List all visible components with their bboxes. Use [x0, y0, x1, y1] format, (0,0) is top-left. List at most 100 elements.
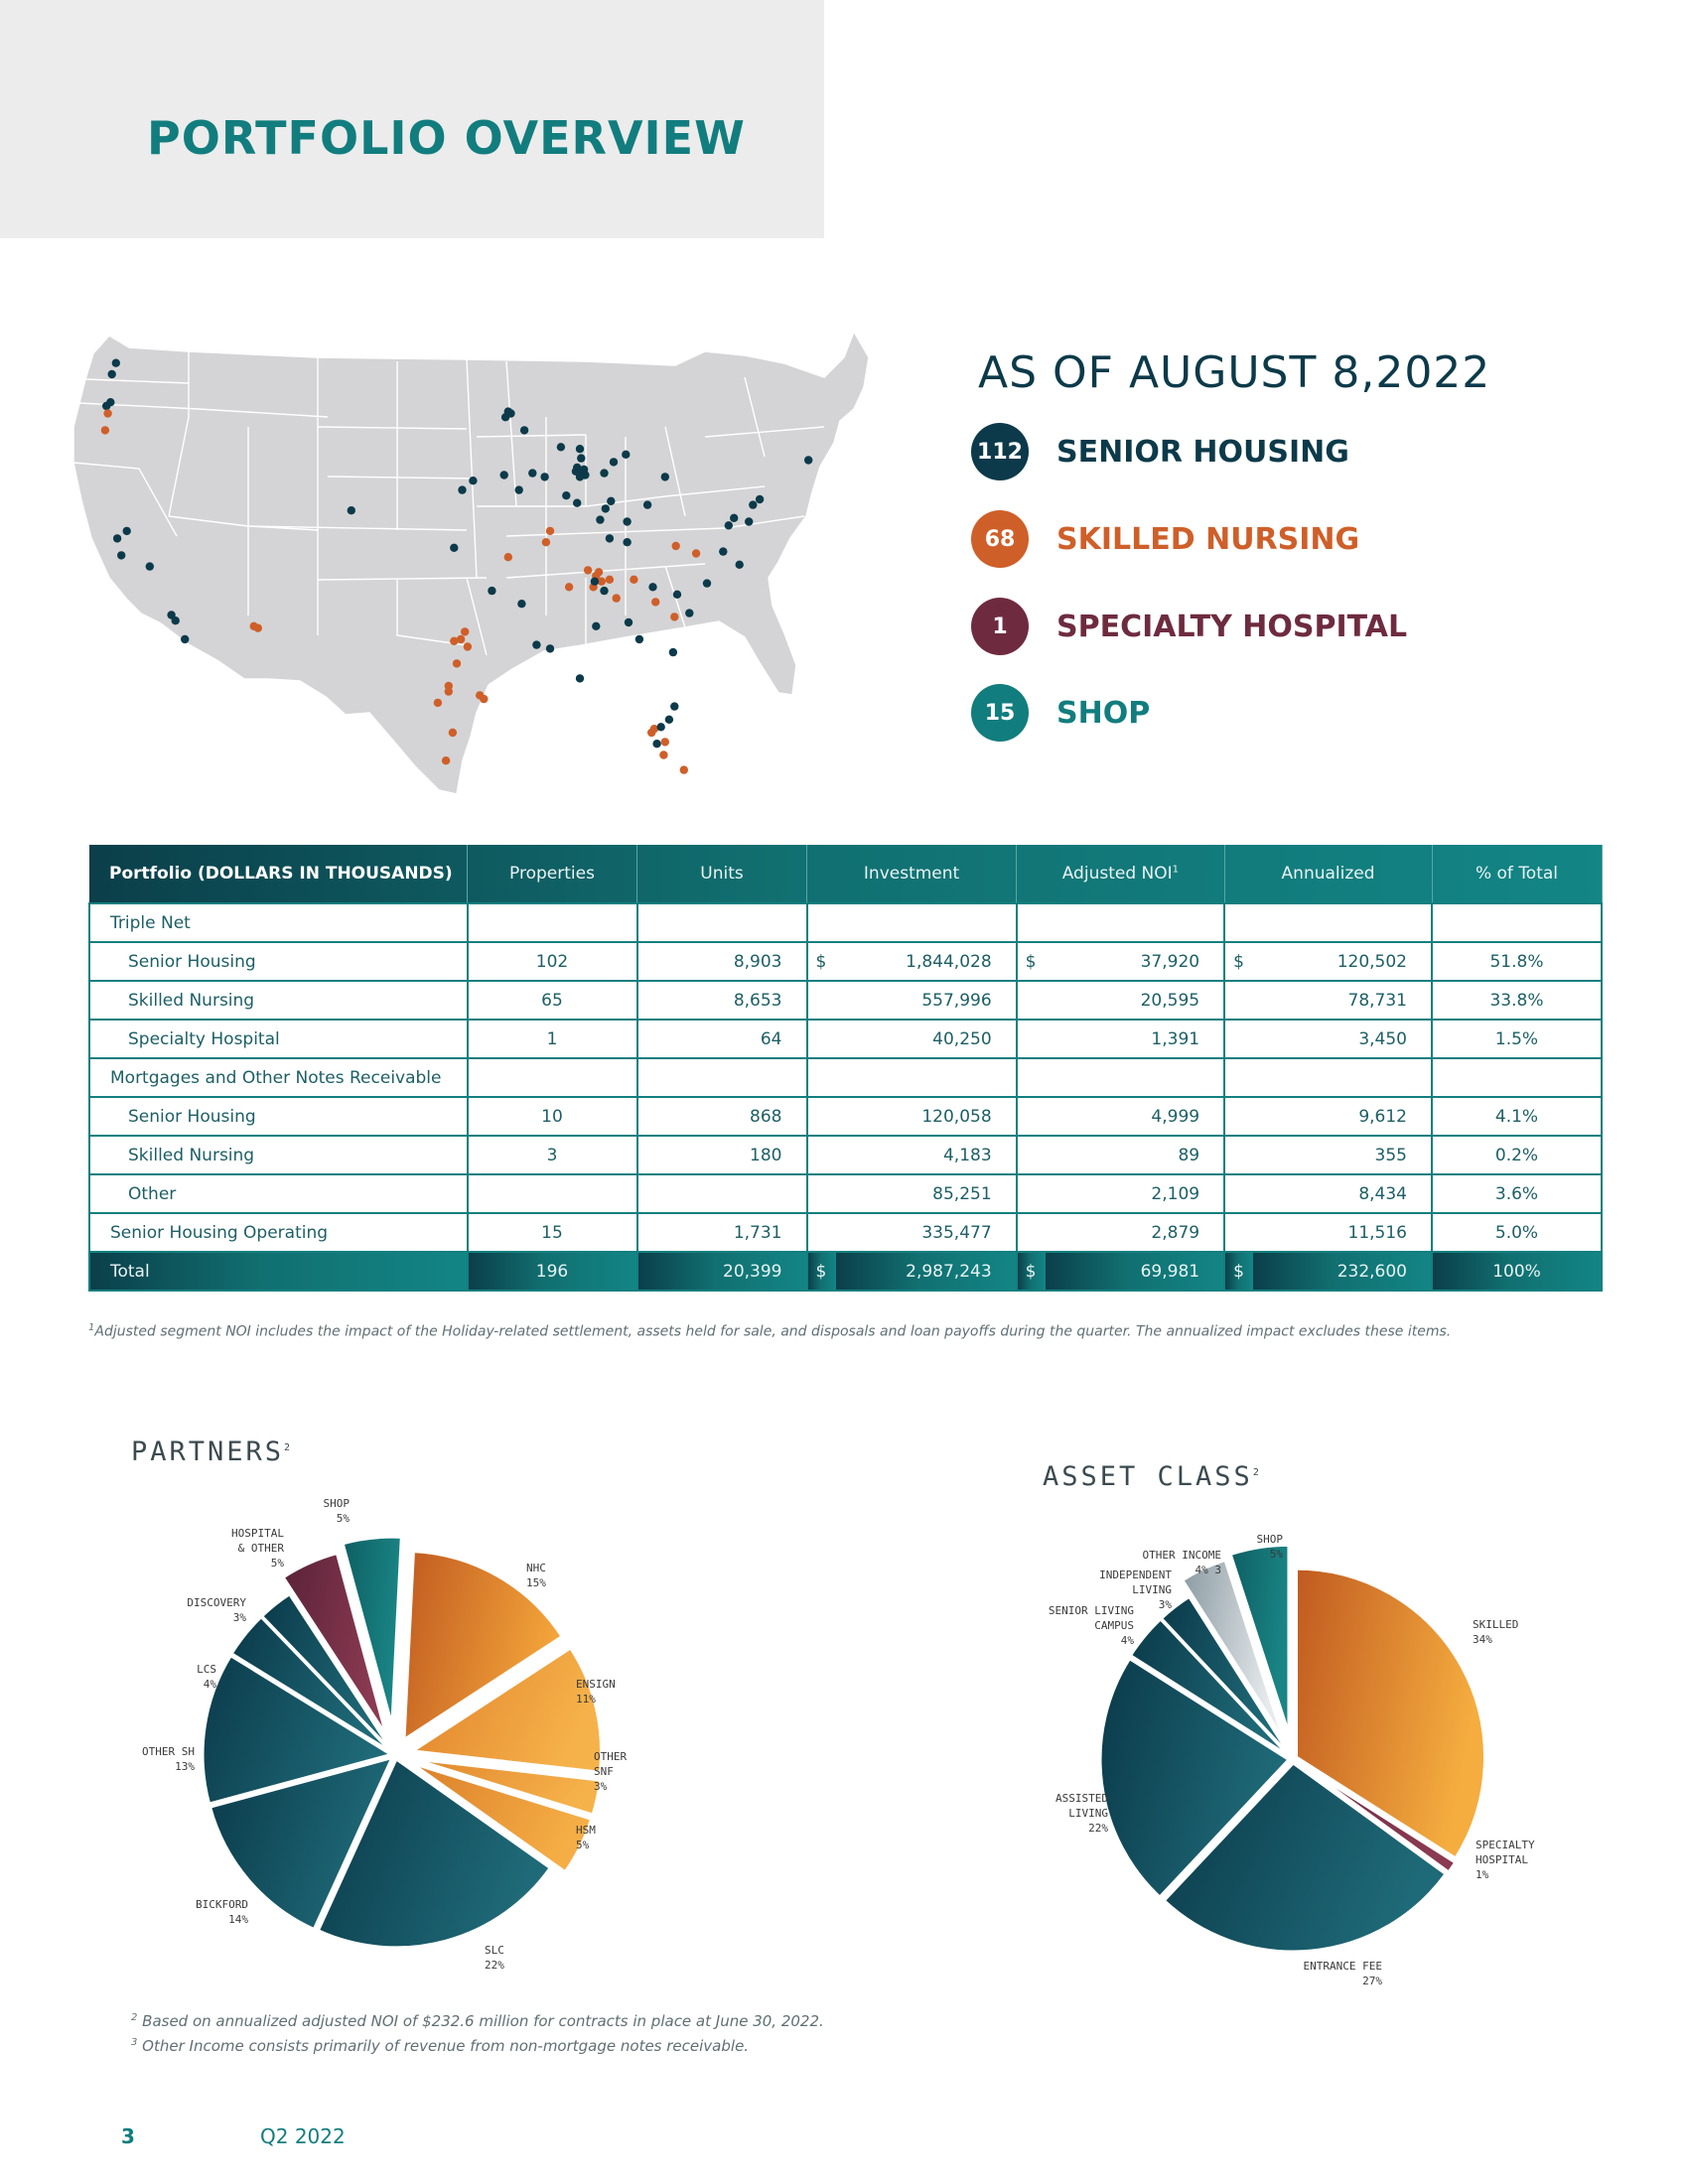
row-label: Senior Housing	[88, 1096, 469, 1137]
col-header-adjusted-noi-text: Adjusted NOI	[1061, 864, 1173, 884]
senior-housing-label: SENIOR HOUSING	[1056, 434, 1349, 470]
col-header-portfolio: Portfolio (DOLLARS IN THOUSANDS)	[89, 845, 468, 903]
pie-label-other-snf: OTHER SNF 3%	[594, 1750, 627, 1793]
pie-label-lcs: LCS 4%	[197, 1663, 216, 1691]
pie-label-senior-living-campus: SENIOR LIVING CAMPUS 4%	[1049, 1604, 1134, 1647]
asset-class-title-text: ASSET CLASS	[1043, 1461, 1253, 1492]
senior-housing-property-dot	[642, 500, 652, 509]
row-label: Senior Housing Operating	[88, 1212, 469, 1253]
cell-dollar	[805, 1019, 836, 1059]
pie-slice-other-sh	[201, 1653, 395, 1806]
senior-housing-property-dot	[117, 551, 126, 560]
pie-slice-discovery	[259, 1591, 394, 1753]
cell-properties: 196	[466, 1251, 638, 1292]
senior-housing-property-dot	[623, 517, 632, 526]
cell-investment	[805, 902, 1018, 943]
skilled-nursing-property-dot	[433, 698, 443, 708]
skilled-nursing-property-dot	[612, 594, 621, 603]
table-body: Triple Net Senior Housing 102 8,903 $1,844,0…	[88, 902, 1603, 1292]
senior-housing-property-dot	[500, 413, 510, 422]
row-label: Mortgages and Other Notes Receivable	[88, 1057, 469, 1098]
skilled-nursing-label: SKILLED NURSING	[1056, 521, 1360, 557]
cell-noi	[1015, 1057, 1226, 1098]
col-header-properties: Properties	[467, 845, 637, 903]
cell-pct: 51.8%	[1431, 941, 1603, 982]
pie-slice-entrance-fee	[1162, 1760, 1449, 1954]
table-row: Skilled Nursing 65 8,653 557,996 20,595 78,73…	[88, 980, 1603, 1021]
footnote-3-text: Other Income consists primarily of reven…	[142, 2037, 750, 2055]
cell-properties: 15	[466, 1212, 638, 1253]
pie-slice-shop	[341, 1535, 403, 1726]
row-label: Total	[88, 1251, 469, 1292]
skilled-nursing-property-dot	[450, 636, 459, 645]
col-header-note-mark: 1	[1172, 864, 1180, 876]
pie-slice-specialty-hospital	[1295, 1759, 1458, 1875]
pie-label-skilled: SKILLED 34%	[1473, 1618, 1518, 1646]
footnote-2: 2 Based on annualized adjusted NOI of $2…	[131, 2007, 824, 2032]
cell-investment: 40,250	[835, 1019, 1018, 1059]
skilled-nursing-property-dot	[647, 728, 656, 738]
cell-units: 8,903	[635, 941, 808, 982]
senior-housing-property-dot	[181, 634, 190, 644]
row-label: Other	[88, 1173, 469, 1214]
cell-dollar	[1223, 1212, 1254, 1253]
pie-label-ensign: ENSIGN 11%	[576, 1678, 616, 1706]
cell-noi: 89	[1045, 1135, 1226, 1175]
pie-label-other-sh: OTHER SH 13%	[142, 1745, 195, 1773]
cell-noi	[1015, 902, 1226, 943]
cell-noi: 2,109	[1045, 1173, 1226, 1214]
senior-housing-property-dot	[575, 674, 585, 683]
senior-housing-property-dot	[577, 454, 586, 463]
cell-annualized: 8,434	[1253, 1173, 1433, 1214]
cell-noi: 4,999	[1045, 1096, 1226, 1137]
skilled-nursing-property-dot	[564, 583, 574, 592]
cell-noi: 2,879	[1045, 1212, 1226, 1253]
pie-slice-ensign	[408, 1645, 604, 1774]
senior-housing-property-dot	[514, 485, 523, 494]
pie-slice-skilled	[1295, 1567, 1486, 1860]
partners-title-text: PARTNERS	[131, 1436, 285, 1467]
cell-annualized: 11,516	[1253, 1212, 1433, 1253]
us-map-svg	[72, 330, 870, 795]
skilled-nursing-property-dot	[605, 575, 615, 584]
pie-slice-other-snf	[412, 1757, 603, 1817]
shop-label: SHOP	[1056, 695, 1151, 731]
pie-label-other-income: OTHER INCOME 4% 3	[1143, 1549, 1221, 1576]
senior-housing-property-dot	[685, 609, 694, 617]
cell-dollar: $	[1223, 1251, 1254, 1292]
pie-slice-hsm	[410, 1761, 594, 1874]
pie-slice-shop	[1228, 1543, 1291, 1734]
table-row: Other 85,251 2,109 8,434 3.6%	[88, 1173, 1603, 1214]
page-title: PORTFOLIO OVERVIEW	[147, 111, 746, 165]
col-header-adjusted-noi: Adjusted NOI1	[1016, 845, 1225, 903]
specialty-hospital-label: SPECIALTY HOSPITAL	[1056, 609, 1408, 644]
senior-housing-property-dot	[724, 521, 733, 530]
cell-dollar	[1223, 1096, 1254, 1137]
cell-pct: 33.8%	[1431, 980, 1603, 1021]
row-label: Skilled Nursing	[88, 980, 469, 1021]
cell-units: 868	[635, 1096, 808, 1137]
cell-dollar	[805, 1173, 836, 1214]
senior-housing-property-dot	[730, 513, 739, 522]
senior-housing-property-dot	[347, 506, 355, 515]
pie-slice-other-income	[1180, 1558, 1286, 1740]
cell-dollar	[805, 1096, 836, 1137]
senior-housing-property-dot	[519, 426, 529, 435]
cell-annualized	[1223, 902, 1433, 943]
pie-slice-bickford	[208, 1755, 395, 1932]
cell-annualized	[1223, 1057, 1433, 1098]
cell-investment: 557,996	[835, 980, 1018, 1021]
skilled-nursing-property-dot	[103, 409, 112, 418]
table-footnote-mark: 1	[88, 1322, 95, 1333]
senior-housing-property-dot	[609, 458, 619, 467]
senior-housing-property-dot	[596, 515, 605, 524]
row-label: Triple Net	[88, 902, 469, 943]
cell-dollar: $	[1015, 941, 1046, 982]
legend-skilled-nursing: 68 SKILLED NURSING	[971, 510, 1359, 568]
senior-housing-property-dot	[745, 517, 754, 526]
senior-housing-property-dot	[624, 617, 633, 627]
row-label: Specialty Hospital	[88, 1019, 469, 1059]
col-header-pct-total: % of Total	[1432, 845, 1603, 903]
senior-housing-property-dot	[488, 586, 496, 596]
senior-housing-property-dot	[171, 616, 180, 625]
